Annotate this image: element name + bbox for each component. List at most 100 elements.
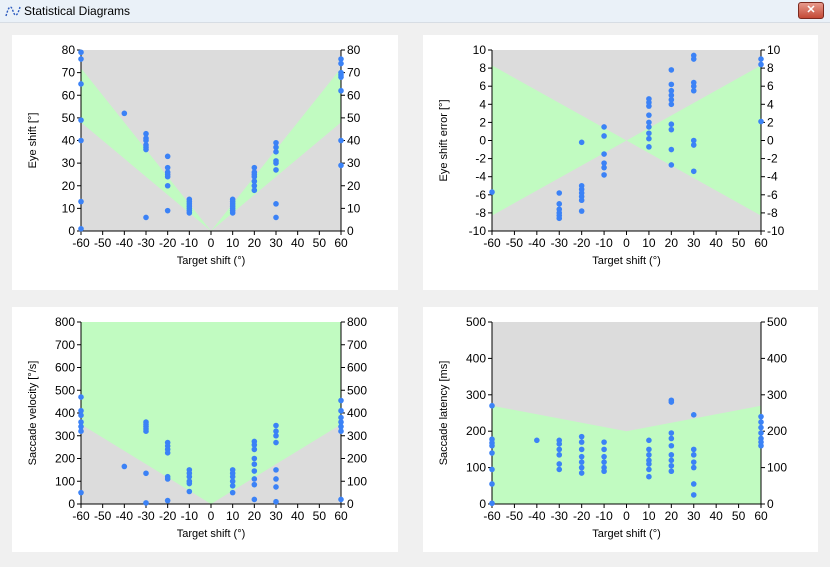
y-tick-label-right: -6 bbox=[767, 188, 778, 202]
y-tick-label-left: 100 bbox=[55, 474, 75, 488]
data-point bbox=[143, 500, 149, 506]
data-point bbox=[578, 470, 585, 476]
x-tick-label: 0 bbox=[623, 509, 630, 523]
data-point bbox=[668, 435, 675, 442]
x-tick-label: 60 bbox=[754, 236, 768, 250]
data-point bbox=[143, 137, 149, 144]
data-point bbox=[78, 49, 84, 56]
data-point bbox=[143, 146, 149, 153]
title-bar: Statistical Diagrams ✕ bbox=[0, 0, 830, 23]
close-button[interactable]: ✕ bbox=[798, 2, 824, 19]
data-point bbox=[646, 446, 652, 453]
data-point bbox=[601, 151, 607, 157]
chart-panel-saccade-latency: -60 -50 -40 -30 -20 -10 0 10 20 30 40 50 60 0 0 100 100 2… bbox=[423, 307, 818, 552]
y-tick-label-right: 80 bbox=[347, 43, 361, 57]
data-point bbox=[273, 214, 279, 221]
data-point bbox=[78, 407, 84, 414]
y-tick-label-right: 800 bbox=[347, 315, 367, 329]
data-point bbox=[273, 428, 279, 434]
x-tick-label: -60 bbox=[72, 236, 90, 250]
y-tick-label-left: -6 bbox=[475, 188, 486, 202]
y-tick-label-right: 30 bbox=[347, 156, 361, 170]
x-tick-label: -50 bbox=[506, 236, 524, 250]
data-point bbox=[251, 496, 258, 503]
data-point bbox=[78, 428, 84, 434]
y-tick-label-right: 20 bbox=[347, 179, 361, 193]
x-tick-label: -10 bbox=[595, 236, 613, 250]
data-point bbox=[251, 455, 258, 462]
y-tick-label-left: 0 bbox=[68, 497, 75, 511]
y-tick-label-right: 8 bbox=[767, 61, 774, 75]
x-tick-label: -50 bbox=[94, 236, 112, 250]
data-point bbox=[690, 464, 697, 471]
data-point bbox=[78, 117, 84, 123]
data-point bbox=[338, 56, 344, 62]
x-tick-label: -10 bbox=[181, 509, 199, 523]
data-point bbox=[646, 119, 652, 126]
data-point bbox=[338, 74, 344, 80]
data-point bbox=[601, 453, 607, 460]
x-tick-label: -40 bbox=[116, 236, 134, 250]
data-point bbox=[338, 414, 344, 421]
data-point bbox=[164, 497, 171, 504]
data-point bbox=[164, 207, 171, 214]
eye-shift-error-chart: -60 -50 -40 -30 -20 -10 0 10 20 30 40 50 60-10 -10-8-… bbox=[438, 43, 785, 267]
data-point bbox=[668, 126, 675, 133]
x-tick-label: 40 bbox=[291, 236, 305, 250]
data-point bbox=[164, 153, 171, 160]
y-tick-label-right: -8 bbox=[767, 206, 778, 220]
data-point bbox=[273, 139, 279, 146]
y-tick-label-right: 600 bbox=[347, 361, 367, 375]
x-tick-label: 60 bbox=[754, 509, 768, 523]
data-point bbox=[578, 464, 585, 471]
data-point bbox=[273, 167, 279, 173]
y-tick-label-left: 0 bbox=[68, 224, 75, 238]
data-point bbox=[758, 56, 764, 62]
x-tick-label: 10 bbox=[642, 509, 656, 523]
data-point bbox=[758, 419, 764, 425]
y-tick-label-left: 2 bbox=[479, 115, 486, 129]
data-point bbox=[489, 189, 495, 195]
y-tick-label-right: 0 bbox=[767, 134, 774, 148]
window-title: Statistical Diagrams bbox=[24, 4, 131, 18]
data-point bbox=[273, 201, 279, 207]
x-tick-label: 0 bbox=[208, 509, 215, 523]
y-tick-label-left: 100 bbox=[466, 461, 486, 475]
data-point bbox=[601, 133, 607, 139]
data-point bbox=[601, 164, 607, 171]
data-point bbox=[556, 190, 563, 196]
data-point bbox=[578, 439, 585, 445]
y-tick-label-left: -2 bbox=[475, 152, 486, 166]
x-tick-label: -10 bbox=[181, 236, 199, 250]
data-point bbox=[164, 476, 171, 482]
data-point bbox=[578, 139, 585, 146]
x-tick-label: 20 bbox=[665, 509, 679, 523]
data-point bbox=[338, 137, 344, 144]
data-point bbox=[78, 419, 84, 425]
data-point bbox=[229, 210, 236, 216]
data-point bbox=[78, 56, 84, 62]
data-point bbox=[251, 182, 258, 189]
x-tick-label: 40 bbox=[709, 236, 723, 250]
data-point bbox=[273, 439, 279, 446]
data-point bbox=[556, 461, 563, 467]
y-tick-label-right: 500 bbox=[347, 383, 367, 397]
data-point bbox=[758, 442, 764, 449]
data-point bbox=[489, 442, 495, 449]
x-tick-label: -30 bbox=[137, 236, 155, 250]
x-tick-label: -60 bbox=[483, 509, 501, 523]
x-tick-label: 30 bbox=[687, 509, 701, 523]
data-point bbox=[338, 407, 344, 414]
data-point bbox=[668, 468, 675, 475]
data-point bbox=[186, 473, 193, 480]
data-point bbox=[143, 470, 149, 477]
data-point bbox=[578, 433, 585, 440]
data-point bbox=[143, 130, 149, 137]
y-axis-label: Saccade latency [ms] bbox=[438, 361, 450, 466]
y-tick-label-left: 800 bbox=[55, 315, 75, 329]
y-tick-label-left: -10 bbox=[469, 224, 487, 238]
y-tick-label-left: 300 bbox=[55, 429, 75, 443]
data-point bbox=[646, 124, 652, 130]
data-point bbox=[489, 466, 495, 473]
